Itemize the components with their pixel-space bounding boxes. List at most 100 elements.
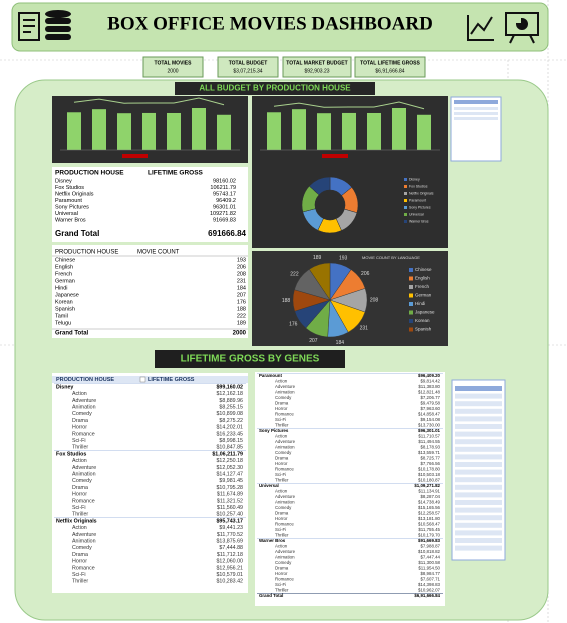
slicer-item[interactable] [454,107,498,110]
pie-label: 207 [309,338,318,344]
genre-value: $14,398.83 [418,582,441,587]
filter-button[interactable] [139,376,146,383]
table-header: LIFETIME GROSS [148,170,204,177]
table-cell: 95743.17 [213,191,236,197]
bar [342,112,356,150]
genre-value: $10,795.28 [216,485,243,491]
genre-name: Action [72,391,87,397]
genre-value: $10,283.42 [216,579,243,585]
pie-label: 188 [282,298,291,304]
genre-value: $10,847.85 [216,445,243,451]
table-cell: 193 [237,257,246,263]
pie-label: 222 [290,271,299,277]
genre-value: $11,560.49 [217,505,243,511]
genre-name: Drama [275,456,289,461]
table-cell: Spanish [55,306,75,312]
genre-name: Drama [72,418,88,424]
genre-name: Romance [72,431,95,437]
slicer-item [455,500,502,505]
genre-name: Animation [275,445,295,450]
pie-label: 231 [360,325,369,331]
legend-label: Warner Bros [409,219,429,223]
group-name: Paramount [259,373,282,378]
genre-value: $8,255.15 [219,405,243,411]
legend-label: Netflix Originals [409,191,434,195]
genre-name: Sci-Fi [275,582,286,587]
pie-label: 193 [339,255,348,261]
genre-value: $10,257.40 [216,512,243,518]
genre-name: Drama [72,485,88,491]
genre-name: Thriller [72,512,88,518]
table-cell: 106211.79 [210,185,236,191]
table-cell: 184 [237,285,246,291]
genre-name: Romance [275,577,294,582]
genre-name: Comedy [275,395,292,400]
slicer-item[interactable] [454,117,498,120]
pivot-header-bg [52,376,248,383]
genre-name: Horror [72,559,87,565]
genre-value: $9,441.23 [219,525,243,531]
slicer-item [455,538,502,543]
kpi-label: TOTAL LIFETIME GROSS [360,60,420,66]
table-header: PRODUCTION HOUSE [55,250,118,256]
slicer-item [455,408,502,414]
section-title: ALL BUDGET BY PRODUCTION HOUSE [199,84,351,93]
legend-label: Disney [409,177,420,181]
table-cell: German [55,278,75,284]
genre-value: $7,447.44 [420,555,440,560]
slicer-item [455,462,502,467]
genre-name: Romance [275,412,294,417]
genre-value: $8,287.04 [420,494,440,499]
slicer[interactable] [450,96,502,162]
genre-name: Comedy [72,545,92,551]
slicer-box[interactable] [450,96,502,162]
genre-value: $8,725.77 [420,456,440,461]
pivot-header: LIFETIME GROSS [148,377,195,383]
table-cell: 96409.2 [216,198,236,204]
pie-slice [309,262,331,301]
genre-name: Romance [72,565,95,571]
genre-name: Adventure [275,494,296,499]
icon-shape [45,34,71,40]
icon-shape [529,34,535,44]
genre-value: $10,180.87 [418,478,441,483]
table-cell: 91669.83 [213,217,236,223]
pivot-total: Grand Total [259,593,283,598]
pivot-header: PRODUCTION HOUSE [56,377,114,383]
genre-value: $12,956.21 [216,565,243,571]
genre-value: $13,559.71 [418,450,441,455]
group-total: $1,06,211.79 [212,451,243,457]
genre-name: Thriller [72,579,88,585]
genre-name: Animation [275,390,295,395]
genre-name: Horror [275,406,288,411]
pivot-total: $6,91,666.84 [414,593,440,598]
genre-name: Adventure [275,439,296,444]
slicer-header [454,100,498,104]
icon-shape [18,12,40,41]
group-total: $95,743.17 [216,518,243,524]
genre-name: Sci-Fi [72,572,86,578]
table-cell: Japanese [55,292,79,298]
kpi-card [142,56,204,78]
genre-value: $12,162.18 [216,391,243,397]
genre-name: Sci-Fi [275,417,286,422]
genre-name: Comedy [72,478,92,484]
slicer-item [455,469,502,475]
genre-value: $11,755.45 [418,527,440,532]
table-cell: 109271.82 [210,211,236,217]
genre-value: $10,962.07 [418,588,441,593]
table-cell: Tamil [55,313,68,319]
group-name: Disney [56,384,73,390]
genre-value: $8,889.96 [219,398,243,404]
slicer-item [455,416,502,422]
slicer-item[interactable] [454,112,498,115]
slicer-item [455,545,502,551]
slicer-item [455,484,502,490]
genre-value: $8,275.22 [219,418,243,424]
genre-value: $13,730.00 [418,423,441,428]
table-cell: Fox Studios [55,185,84,191]
table-total: Grand Total [55,331,89,337]
legend-swatch [409,285,413,289]
bar [167,112,181,150]
table-cell: 176 [237,299,246,305]
